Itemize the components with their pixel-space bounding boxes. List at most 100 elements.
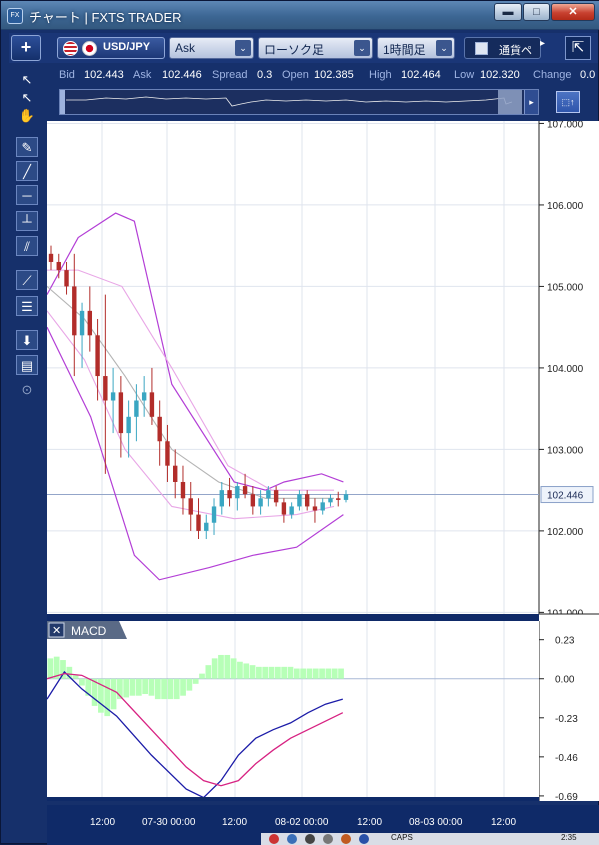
histogram-bar (262, 666, 269, 679)
candle-body (250, 494, 256, 507)
signal-line (47, 672, 344, 787)
price-type-value: Ask (175, 41, 196, 55)
crosshair-tool[interactable]: ↖ (16, 87, 38, 107)
candle (227, 477, 232, 507)
chart-type-dropdown[interactable]: ローソク足 ⌄ (258, 37, 373, 59)
system-taskbar: CAPS 2:35 (261, 833, 599, 845)
trendline-tool[interactable]: ╱ (16, 161, 38, 181)
bollinger-upper-inner-band (47, 269, 335, 491)
y-tick-label: 102.000 (547, 527, 584, 538)
candle-body (196, 514, 201, 531)
candle (134, 384, 139, 442)
histogram-bar (237, 661, 243, 679)
parallel-lines-tool[interactable]: ⫽ (16, 236, 38, 256)
tray-icon[interactable] (287, 834, 297, 844)
candle (258, 490, 263, 515)
panel-checkbox[interactable] (475, 42, 488, 55)
overview-left-handle[interactable] (60, 90, 65, 114)
overview-viewport-thumb[interactable] (498, 90, 522, 114)
line-icon: ╱ (23, 164, 31, 179)
candle-body (211, 506, 217, 523)
chart-toolbar: + USD/JPY Ask ⌄ ローソク足 ⌄ 1時間足 ⌄ 通貨ペ ▸ ⇱ (9, 33, 598, 63)
tray-icon[interactable] (323, 834, 333, 844)
overview-scrollbar[interactable]: ▸ (59, 89, 539, 115)
histogram-bar (104, 678, 111, 717)
candle-body (304, 494, 310, 507)
tray-icon[interactable] (305, 834, 315, 844)
candle (242, 473, 248, 499)
tray-icon[interactable] (269, 834, 279, 844)
minimize-button[interactable]: ▬ (494, 3, 522, 21)
detach-button[interactable]: ⇱ (565, 36, 591, 60)
macd-close-button[interactable] (48, 622, 65, 638)
candle-body (95, 335, 100, 377)
histogram-bar (173, 678, 180, 700)
close-button[interactable]: ✕ (551, 3, 595, 21)
candle (219, 481, 224, 515)
histogram-bar (85, 678, 92, 696)
candle-body (266, 490, 271, 499)
chevron-right-icon[interactable]: ▸ (540, 38, 546, 49)
y-tick-label: 104.000 (547, 364, 584, 375)
overview-scroll-right-icon[interactable]: ▸ (524, 90, 538, 114)
download-tool[interactable]: ⬇ (16, 330, 38, 350)
histogram-bar (72, 675, 79, 679)
tray-icon[interactable] (341, 834, 351, 844)
fan-tool[interactable]: ⟋ (16, 270, 38, 290)
candle-body (258, 498, 263, 507)
macd-plot-background (47, 621, 539, 801)
chart-area[interactable]: 107.000 106.000 105.000 104.000 103.000 102.0… (47, 121, 599, 801)
title-bar[interactable]: FX チャート | FXTS TRADER ▬ □ ✕ (1, 1, 599, 30)
candle-body (328, 498, 333, 503)
timeframe-dropdown[interactable]: 1時間足 ⌄ (377, 37, 455, 59)
candle (273, 486, 279, 507)
histogram-bar (148, 678, 155, 696)
open-value: 102.385 (314, 69, 354, 81)
vertical-line-tool[interactable]: ┴ (16, 211, 38, 231)
chevron-down-icon: ⌄ (354, 40, 370, 56)
screenshot-button[interactable]: ⬚↑ (556, 91, 580, 113)
help-icon[interactable] (359, 834, 369, 844)
hand-tool[interactable]: ✋ (16, 105, 38, 125)
cursor-tool[interactable]: ↖ (16, 69, 38, 89)
bid-value: 102.443 (84, 69, 124, 81)
candle (165, 424, 170, 482)
camera-tool[interactable]: ⊙ (16, 379, 38, 399)
jp-flag-icon (82, 41, 97, 56)
horizontal-line-tool[interactable]: ─ (16, 185, 38, 205)
currency-pair-panel-toggle[interactable]: 通貨ペ (464, 37, 541, 59)
symbol-selector[interactable]: USD/JPY (57, 37, 165, 59)
fibonacci-tool[interactable]: ☰ (16, 296, 38, 316)
histogram-bar (243, 663, 250, 679)
histogram-bar (249, 665, 256, 679)
histogram-bar (199, 673, 205, 679)
list-tool[interactable]: ▤ (16, 355, 38, 375)
quote-bar: Bid 102.443 Ask 102.446 Spread 0.3 Open … (47, 65, 599, 87)
spread-label: Spread (212, 69, 248, 81)
crosshair-icon: ↖ (21, 90, 33, 105)
price-type-dropdown[interactable]: Ask ⌄ (169, 37, 254, 59)
candle (180, 465, 186, 515)
pen-tool[interactable]: ✎ (16, 137, 38, 157)
maximize-button[interactable]: □ (523, 3, 550, 21)
histogram-bar (117, 678, 123, 700)
candle (87, 286, 93, 352)
candle (188, 481, 193, 531)
horizontal-line-icon: ─ (22, 188, 32, 203)
histogram-bar (167, 678, 174, 700)
histogram-bar (319, 668, 325, 679)
candle (72, 253, 77, 377)
candle-body (281, 502, 287, 515)
candle-body (165, 441, 170, 466)
overview-sparkline (66, 96, 512, 107)
candle (336, 491, 341, 507)
candle (126, 400, 131, 458)
pane-divider (47, 614, 539, 621)
timeframe-value: 1時間足 (383, 43, 426, 57)
candle (173, 449, 178, 499)
fan-icon: ⟋ (22, 273, 32, 288)
candle (211, 498, 217, 535)
histogram-bar (129, 678, 136, 696)
app-icon: FX (7, 8, 23, 24)
add-chart-button[interactable]: + (11, 35, 41, 61)
